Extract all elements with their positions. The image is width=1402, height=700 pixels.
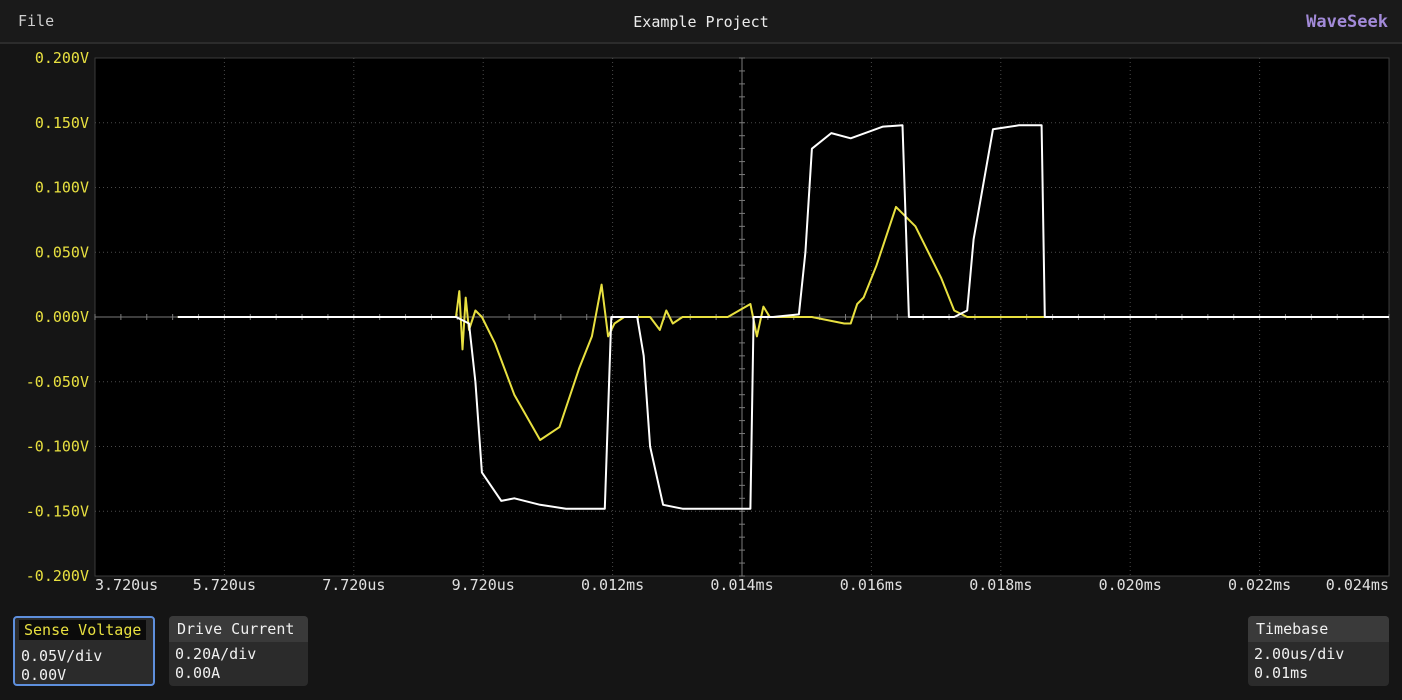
file-menu[interactable]: File: [18, 12, 55, 30]
x-tick-label: 9.720us: [452, 576, 515, 594]
y-tick-label: 0.050V: [35, 243, 89, 261]
x-tick-label: 7.720us: [322, 576, 385, 594]
drive-current-offset: 0.00A: [175, 664, 221, 682]
y-tick-label: -0.200V: [26, 567, 89, 585]
x-tick-label: 0.014ms: [710, 576, 773, 594]
x-tick-label: 0.018ms: [969, 576, 1032, 594]
top-bar: File Example Project WaveSeek: [0, 0, 1402, 44]
brand-logo: WaveSeek: [1306, 12, 1388, 32]
y-tick-label: 0.200V: [35, 49, 89, 67]
x-tick-label: 0.012ms: [581, 576, 644, 594]
x-tick-label: 0.022ms: [1228, 576, 1291, 594]
sense-voltage-offset: 0.00V: [21, 666, 67, 684]
timebase-label: Timebase: [1248, 616, 1389, 642]
timebase-panel[interactable]: Timebase 2.00us/div 0.01ms: [1248, 616, 1389, 686]
oscilloscope-display[interactable]: 0.200V 0.150V 0.100V 0.050V 0.000V -0.050V -0.…: [0, 44, 1402, 600]
timebase-scale: 2.00us/div: [1254, 645, 1345, 663]
sense-voltage-label: Sense Voltage: [19, 620, 147, 640]
x-tick-label: 0.024ms: [1326, 576, 1389, 594]
sense-voltage-scale: 0.05V/div: [21, 647, 103, 665]
y-tick-label: 0.150V: [35, 114, 89, 132]
sense-voltage-trace: [177, 205, 1389, 441]
y-tick-label: 0.000V: [35, 308, 89, 326]
x-tick-label: 5.720us: [193, 576, 256, 594]
x-axis-ticks: 3.720us 5.720us 7.720us 9.720us 0.012ms 0.014…: [95, 576, 1389, 594]
drive-current-scale: 0.20A/div: [175, 645, 257, 663]
y-tick-label: -0.150V: [26, 502, 89, 520]
y-axis-ticks: 0.200V 0.150V 0.100V 0.050V 0.000V -0.050V -0.…: [26, 49, 89, 585]
x-tick-label: 3.720us: [95, 576, 158, 594]
drive-current-trace: [177, 124, 1389, 510]
y-tick-label: -0.050V: [26, 373, 89, 391]
drive-current-channel-panel[interactable]: Drive Current 0.20A/div 0.00A: [169, 616, 308, 686]
traces: [177, 124, 1389, 510]
x-tick-label: 0.020ms: [1099, 576, 1162, 594]
sense-voltage-channel-panel[interactable]: Sense Voltage 0.05V/div 0.00V: [13, 616, 155, 686]
drive-current-label: Drive Current: [169, 616, 308, 642]
y-tick-label: -0.100V: [26, 438, 89, 456]
timebase-position: 0.01ms: [1254, 664, 1309, 682]
project-title: Example Project: [633, 13, 769, 31]
y-tick-label: 0.100V: [35, 179, 89, 197]
x-tick-label: 0.016ms: [840, 576, 903, 594]
